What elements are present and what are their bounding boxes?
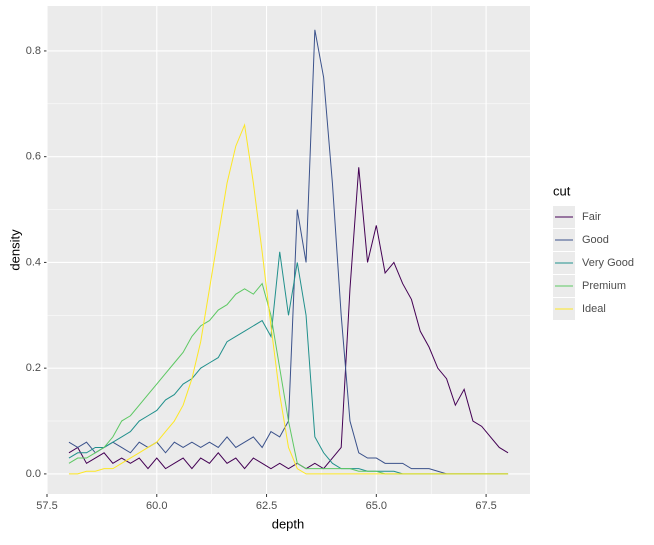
x-tick-label: 57.5 <box>36 500 57 512</box>
x-tick-label: 60.0 <box>146 500 167 512</box>
x-tick-label: 65.0 <box>366 500 387 512</box>
y-tick-label: 0.0 <box>26 468 41 480</box>
legend-label: Premium <box>582 280 626 292</box>
x-tick-label: 62.5 <box>256 500 277 512</box>
y-tick-label: 0.8 <box>26 45 41 57</box>
legend-label: Ideal <box>582 303 606 315</box>
series-line <box>68 123 509 475</box>
x-axis-label: depth <box>272 516 305 531</box>
y-tick-label: 0.4 <box>26 256 41 268</box>
legend-title: cut <box>553 183 571 198</box>
series-line <box>68 167 509 470</box>
legend-label: Very Good <box>582 257 634 269</box>
x-tick-label: 67.5 <box>475 500 496 512</box>
legend-label: Good <box>582 234 609 246</box>
y-tick-label: 0.2 <box>26 362 41 374</box>
y-tick-label: 0.6 <box>26 151 41 163</box>
y-axis-label: density <box>7 229 22 271</box>
legend-label: Fair <box>582 211 601 223</box>
